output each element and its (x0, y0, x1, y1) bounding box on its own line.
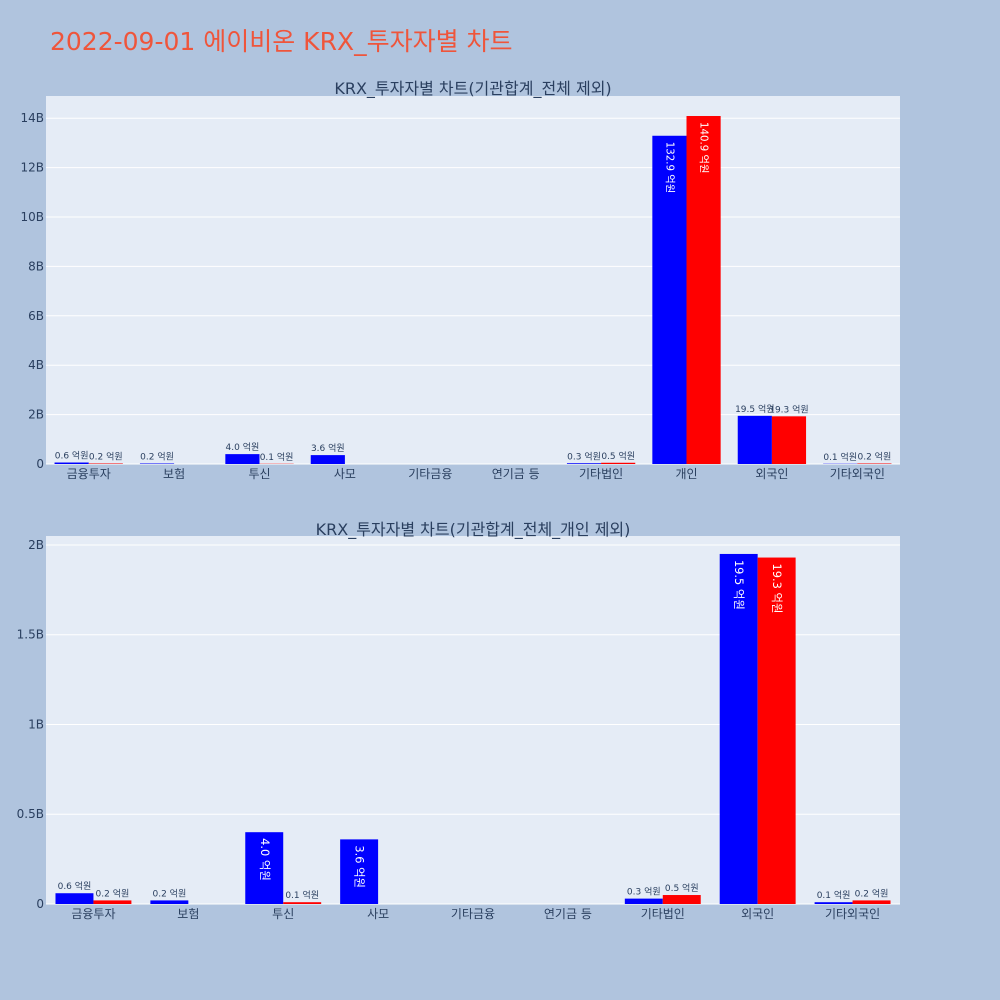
data-label: 0.1 억원 (285, 889, 319, 901)
data-label: 3.6 억원 (311, 442, 345, 454)
data-label: 0.3 억원 (627, 886, 661, 898)
data-label: 140.9 억원 (698, 122, 710, 173)
x-tick-label: 투신 (272, 907, 294, 921)
x-tick-label: 외국인 (741, 907, 774, 921)
x-tick-label: 기타법인 (641, 907, 685, 921)
data-label: 0.2 억원 (140, 451, 174, 463)
data-label: 19.5 억원 (732, 560, 746, 610)
bar (601, 462, 636, 464)
bar (624, 898, 663, 904)
y-tick-label: 6B (28, 309, 44, 323)
y-tick-label: 2B (28, 538, 44, 552)
data-label: 19.5 억원 (735, 403, 774, 415)
data-label: 0.1 억원 (823, 451, 857, 463)
data-label: 0.2 억원 (858, 451, 892, 463)
y-tick-label: 4B (28, 358, 44, 372)
bar (719, 553, 758, 904)
x-tick-label: 연기금 등 (544, 907, 592, 921)
x-tick-label: 기타금융 (408, 467, 452, 481)
chart-top: KRX_투자자별 차트(기관합계_전체 제외) 0 2B 4B 6B 8B 10B 12B 14… (20, 79, 900, 481)
bar (771, 416, 807, 464)
data-label: 0.1 억원 (817, 889, 851, 901)
x-tick-label: 기타외국인 (825, 907, 880, 921)
y-tick-label: 0 (36, 897, 44, 911)
y-tick-label: 2B (28, 408, 44, 422)
x-tick-label: 투신 (248, 467, 270, 481)
data-label: 0.5 억원 (601, 450, 635, 462)
bar (814, 902, 853, 904)
chart-title: KRX_투자자별 차트(기관합계_전체_개인 제외) (316, 520, 631, 540)
data-label: 0.5 억원 (665, 882, 699, 894)
y-tick-label: 14B (20, 111, 44, 125)
bar (93, 900, 132, 904)
data-label: 0.6 억원 (58, 880, 92, 892)
chart-title: KRX_투자자별 차트(기관합계_전체 제외) (334, 79, 611, 99)
data-label: 0.2 억원 (855, 887, 889, 899)
x-tick-label: 연기금 등 (492, 467, 540, 481)
data-label: 19.3 억원 (770, 564, 784, 614)
x-tick-label: 외국인 (755, 467, 788, 481)
y-tick-label: 8B (28, 259, 44, 273)
bar (150, 900, 189, 904)
data-label: 0.6 억원 (55, 450, 89, 462)
data-label: 132.9 억원 (663, 142, 675, 193)
x-tick-label: 기타법인 (579, 467, 623, 481)
bar (225, 454, 260, 464)
x-tick-label: 개인 (675, 467, 697, 481)
data-label: 0.1 억원 (260, 451, 294, 463)
bar (340, 839, 379, 904)
x-tick-label: 보험 (177, 907, 199, 921)
data-label: 3.6 억원 (353, 845, 367, 888)
chart-bottom: KRX_투자자별 차트(기관합계_전체_개인 제외) 0 0.5B 1B 1.5B 2B 금… (17, 520, 900, 921)
data-label: 0.3 억원 (567, 450, 601, 462)
y-tick-label: 1.5B (17, 628, 44, 642)
data-label: 0.2 억원 (89, 451, 123, 463)
y-tick-label: 1B (28, 717, 44, 731)
data-label: 19.3 억원 (769, 403, 808, 415)
bar (245, 832, 284, 904)
bar (566, 463, 602, 464)
data-label: 0.2 억원 (96, 887, 130, 899)
bar (852, 900, 891, 904)
data-label: 4.0 억원 (258, 838, 272, 881)
bar (652, 135, 687, 464)
y-tick-label: 10B (20, 210, 44, 224)
plot-area (46, 96, 900, 464)
bar (686, 116, 721, 464)
bar (757, 557, 796, 904)
bar (662, 895, 701, 904)
bar (310, 455, 345, 464)
page-title: 2022-09-01 에이비온 KRX_투자자별 차트 (50, 27, 513, 56)
x-tick-label: 사모 (367, 907, 389, 921)
y-tick-label: 0.5B (17, 807, 44, 821)
x-tick-label: 금융투자 (71, 907, 115, 921)
x-tick-label: 기타외국인 (830, 467, 885, 481)
y-tick-label: 0 (36, 457, 44, 471)
x-tick-label: 금융투자 (67, 467, 111, 481)
y-tick-label: 12B (20, 161, 44, 175)
x-tick-label: 보험 (163, 467, 185, 481)
x-tick-label: 기타금융 (451, 907, 495, 921)
bar (54, 462, 89, 464)
data-label: 0.2 억원 (152, 887, 186, 899)
bar (737, 415, 772, 464)
x-tick-label: 사모 (334, 467, 356, 481)
data-label: 4.0 억원 (226, 441, 260, 453)
bar (55, 893, 94, 904)
bar (283, 902, 322, 904)
